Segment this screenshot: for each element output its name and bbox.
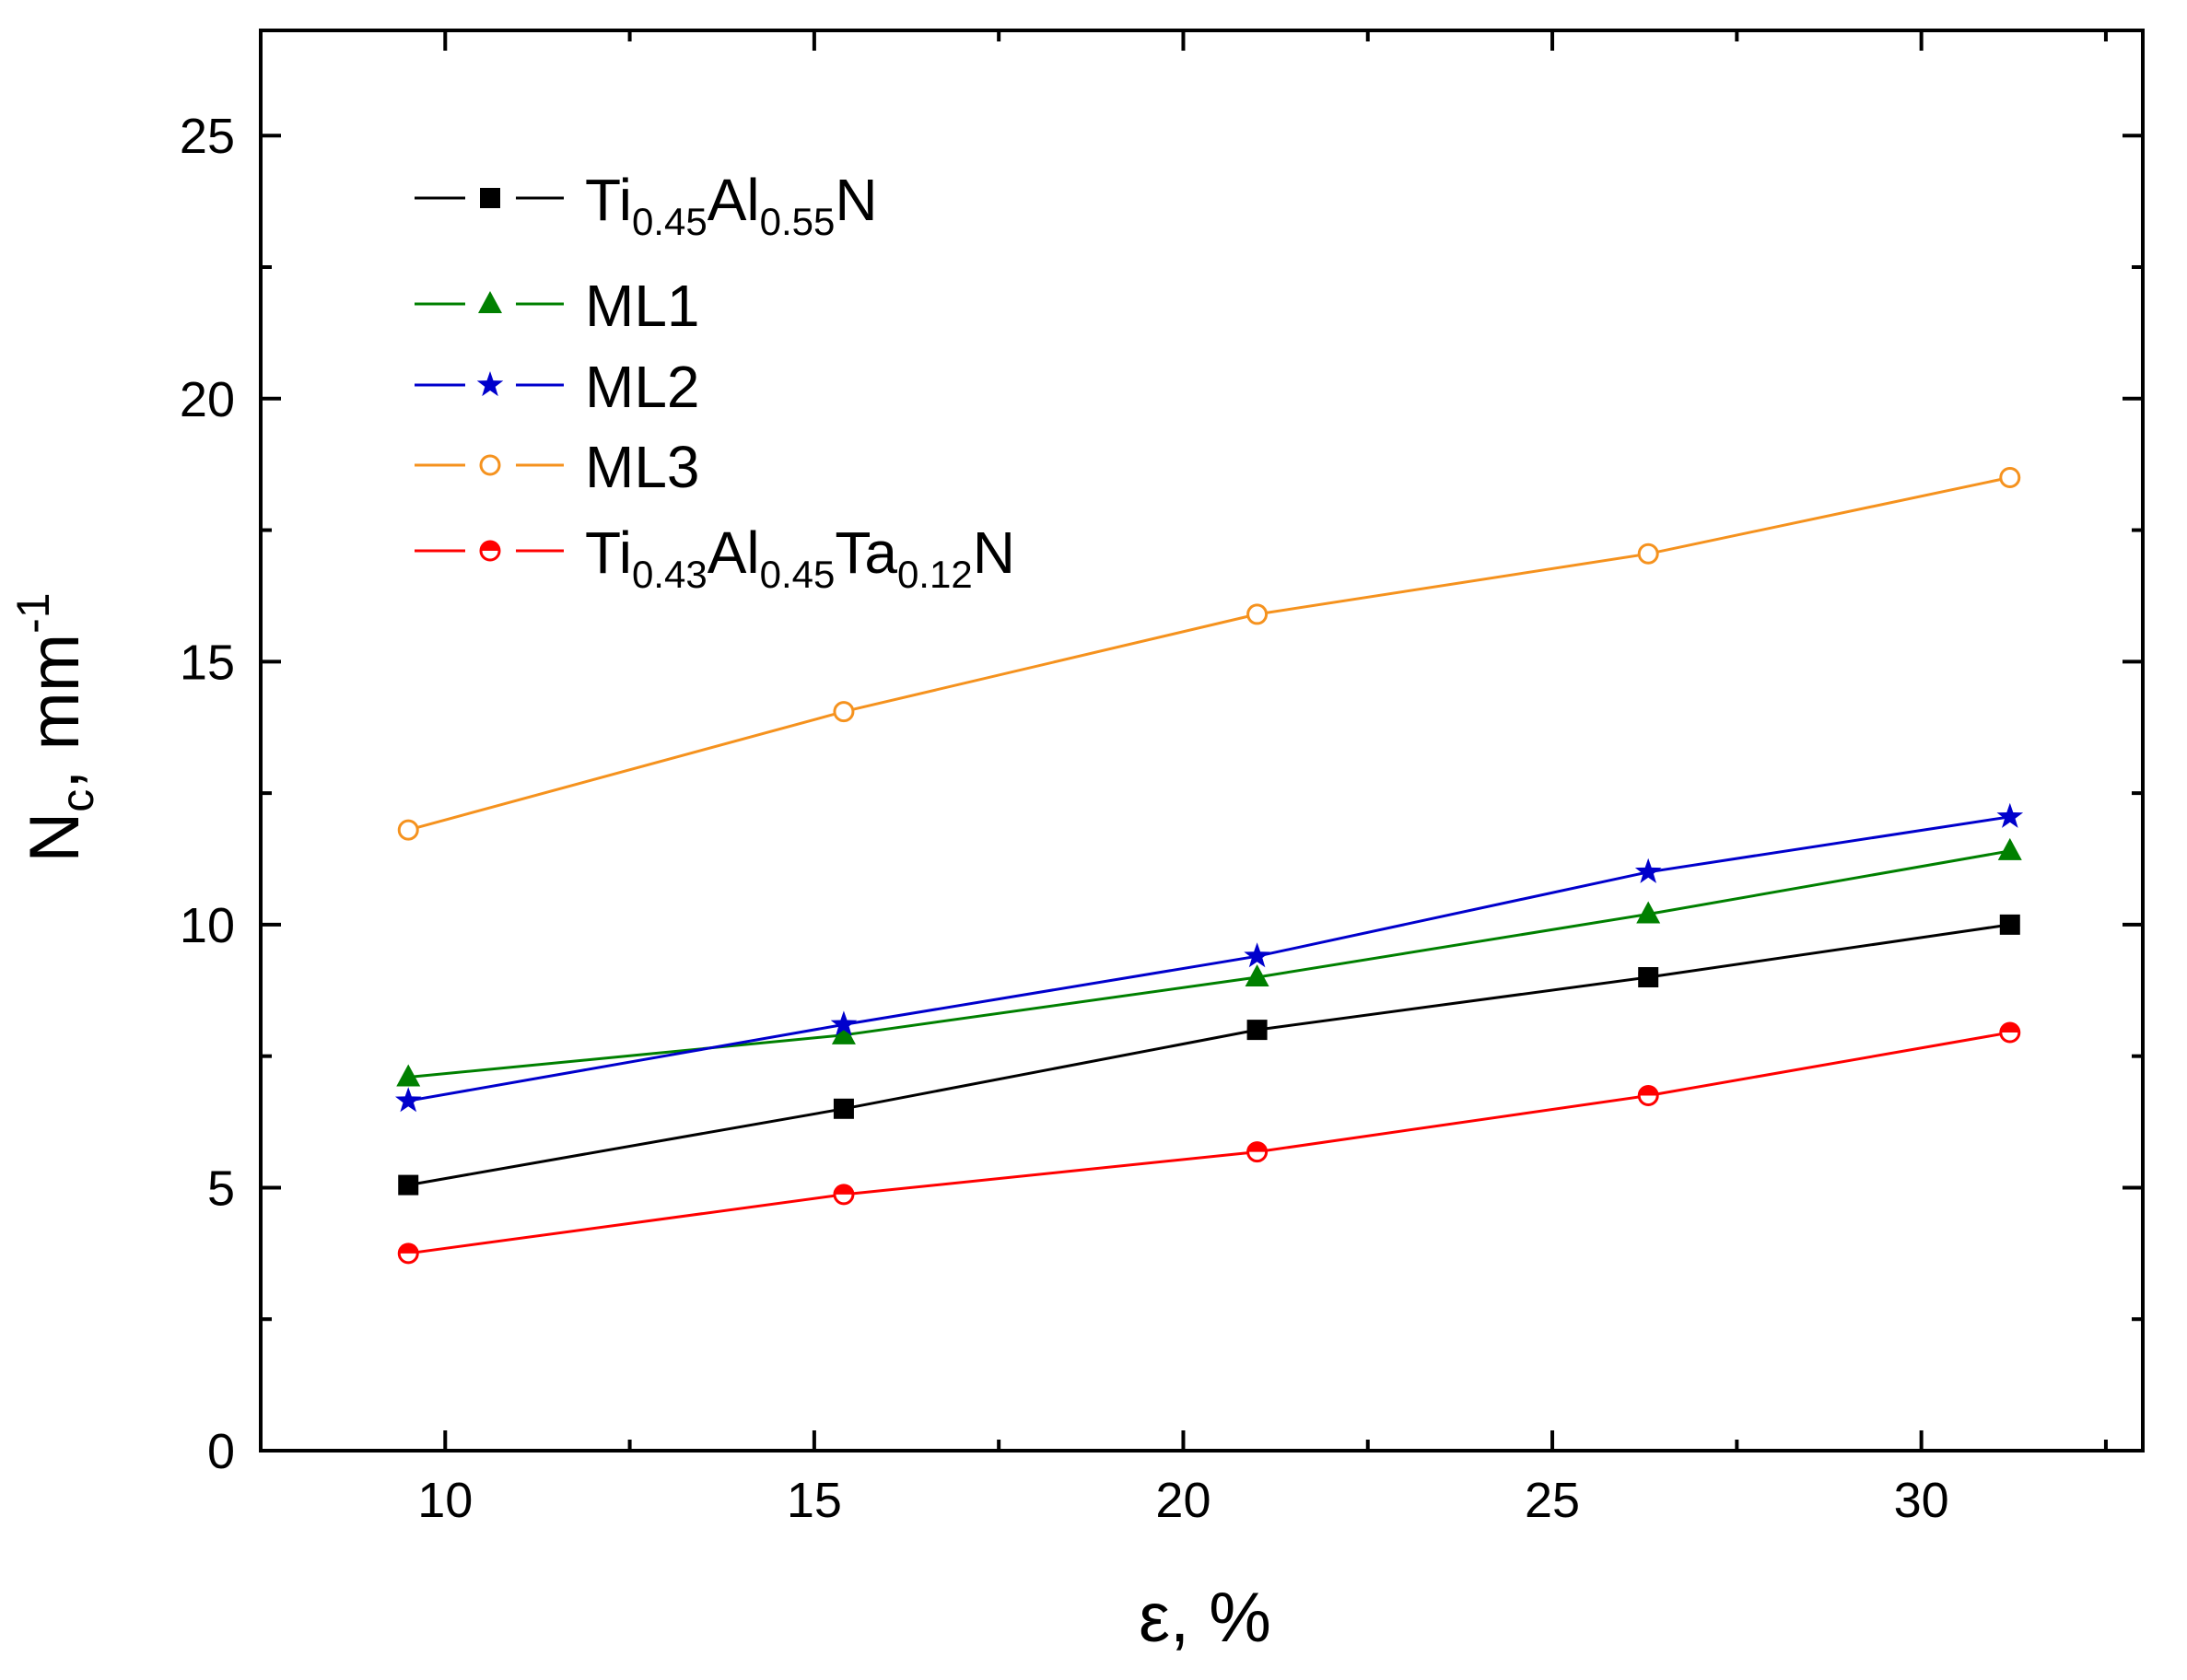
data-point	[1638, 967, 1659, 987]
marker-fill	[2000, 1022, 2019, 1032]
legend-item: ML3	[415, 434, 700, 500]
data-point	[397, 1242, 419, 1265]
legend-label: ML2	[585, 354, 700, 420]
data-point	[1999, 914, 2020, 935]
legend-item: Ti0.43Al0.45Ta0.12N	[415, 519, 1015, 596]
legend-item: Ti0.45Al0.55N	[415, 167, 878, 243]
data-point	[833, 1098, 854, 1119]
data-point	[1245, 964, 1269, 986]
data-point	[833, 1184, 855, 1206]
legend-label: ML1	[585, 273, 700, 339]
y-tick-label: 15	[180, 635, 235, 690]
data-point	[831, 1021, 856, 1044]
legend-item: ML2	[415, 354, 700, 420]
data-point	[1244, 942, 1270, 968]
y-tick-label: 0	[207, 1424, 235, 1479]
data-point	[1636, 901, 1661, 924]
series-Ti0.45Al0.55N	[398, 914, 2020, 1196]
marker-fill	[481, 542, 499, 551]
data-point	[1999, 466, 2021, 488]
data-point	[398, 1174, 419, 1196]
legend-marker	[478, 291, 502, 313]
legend-marker	[480, 188, 500, 208]
series-ML2	[395, 802, 2024, 1113]
legend-marker	[479, 454, 501, 476]
x-tick-label: 10	[417, 1473, 473, 1528]
data-point	[1246, 1020, 1268, 1041]
x-tick-label: 20	[1155, 1473, 1210, 1528]
y-tick-label: 25	[180, 109, 235, 164]
plot-frame	[259, 29, 2145, 1452]
y-tick-label: 10	[180, 898, 235, 953]
data-point	[395, 1087, 422, 1113]
marker-fill	[1639, 1086, 1658, 1096]
marker-fill	[1247, 1142, 1267, 1152]
legend-label: Ti0.43Al0.45Ta0.12N	[585, 519, 1015, 596]
x-axis-title: ε, %	[1139, 1579, 1271, 1657]
series-Ti0.43Al0.45Ta0.12N	[397, 1021, 2021, 1265]
series-ML3	[397, 466, 2021, 841]
data-point	[1246, 1141, 1269, 1163]
legend-item: ML1	[415, 273, 700, 339]
data-point	[397, 819, 419, 841]
marker-fill	[399, 1243, 418, 1254]
data-point	[1999, 1021, 2021, 1044]
data-point	[830, 1010, 858, 1036]
marker-fill	[834, 1184, 853, 1195]
y-tick-label: 5	[207, 1161, 235, 1216]
data-point	[833, 701, 855, 723]
x-tick-label: 25	[1525, 1473, 1580, 1528]
legend-marker	[476, 371, 504, 397]
x-tick-label: 30	[1894, 1473, 1949, 1528]
legend-label: ML3	[585, 434, 700, 500]
x-tick-label: 15	[787, 1473, 842, 1528]
y-axis-title: Nc, mm-1	[7, 592, 103, 862]
data-point	[1637, 1085, 1659, 1106]
data-point	[396, 1064, 421, 1087]
data-point	[1996, 802, 2024, 828]
legend-label: Ti0.45Al0.55N	[585, 167, 878, 243]
data-point	[1634, 858, 1662, 883]
data-point	[1997, 837, 2022, 860]
data-point	[1246, 603, 1269, 625]
data-point	[1637, 542, 1659, 565]
legend-marker	[479, 540, 501, 562]
y-tick-label: 20	[180, 372, 235, 427]
